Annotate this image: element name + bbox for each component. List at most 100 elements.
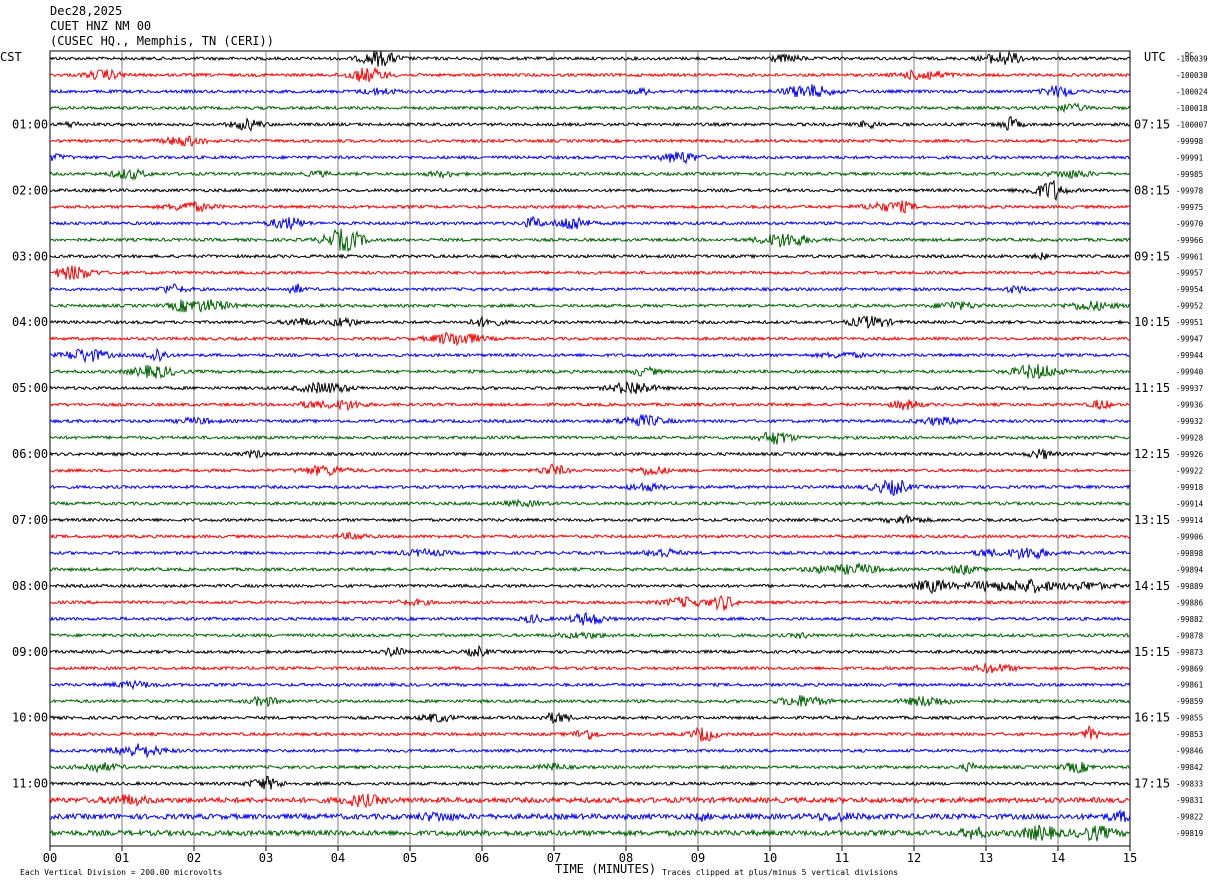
dc-offset-label: -99894 xyxy=(1176,565,1204,574)
dc-offset-label: -99855 xyxy=(1176,714,1203,723)
seismic-trace xyxy=(49,594,1131,611)
dc-offset-label: -99889 xyxy=(1176,582,1203,591)
seismic-trace xyxy=(49,611,1131,626)
seismic-trace xyxy=(49,215,1131,231)
seismic-trace xyxy=(49,347,1131,364)
x-tick-label: 03 xyxy=(259,851,273,865)
dc-offset-label: -100024 xyxy=(1176,87,1208,96)
seismic-trace xyxy=(49,532,1131,541)
dc-offset-label: -99926 xyxy=(1176,450,1204,459)
dc-offset-label: -100030 xyxy=(1176,71,1208,80)
utc-hour-label: 09:15 xyxy=(1134,249,1170,263)
dc-offset-label: -99822 xyxy=(1176,813,1203,822)
seismic-trace xyxy=(49,168,1131,181)
utc-hour-label: 11:15 xyxy=(1134,381,1170,395)
x-tick-label: 01 xyxy=(115,851,129,865)
grid xyxy=(49,50,1131,851)
scale-note: Each Vertical Division = 200.00 microvol… xyxy=(20,868,222,877)
dc-offset-label: -99957 xyxy=(1176,269,1203,278)
seismic-trace xyxy=(49,793,1131,809)
x-tick-label: 11 xyxy=(835,851,849,865)
date-label: Dec28,2025 xyxy=(50,4,123,18)
seismic-trace xyxy=(49,399,1131,412)
dc-offset-label: -99940 xyxy=(1176,368,1204,377)
seismic-trace xyxy=(49,135,1130,148)
dc-offset-label: -99975 xyxy=(1176,203,1203,212)
seismic-trace xyxy=(49,283,1131,295)
seismic-trace xyxy=(49,644,1131,658)
dc-offset-label: -99861 xyxy=(1176,681,1203,690)
seismic-trace xyxy=(49,711,1131,724)
seismic-trace xyxy=(49,479,1131,497)
seismic-trace xyxy=(49,561,1131,576)
seismic-trace xyxy=(49,447,1131,460)
seismic-trace xyxy=(49,413,1131,427)
seismic-trace xyxy=(49,102,1131,114)
dc-offset-label: -99998 xyxy=(1176,137,1204,146)
dc-offset-label: -99831 xyxy=(1176,796,1203,805)
seismic-trace xyxy=(49,662,1131,674)
dc-offset-label: -99873 xyxy=(1176,648,1203,657)
seismic-trace xyxy=(49,331,1131,347)
dc-offset-label: -99922 xyxy=(1176,467,1203,476)
dc-offset-label: -100018 xyxy=(1176,104,1208,113)
traces xyxy=(49,50,1131,842)
seismic-trace xyxy=(49,315,1131,329)
x-tick-label: 12 xyxy=(907,851,921,865)
x-tick-label: 06 xyxy=(475,851,489,865)
dc-offset-label: -99936 xyxy=(1176,401,1204,410)
cst-hour-label: 05:00 xyxy=(12,381,48,395)
utc-hour-label: 13:15 xyxy=(1134,513,1170,527)
cst-hour-label: 04:00 xyxy=(12,315,48,329)
dc-offset-label: -99878 xyxy=(1176,631,1204,640)
dc-offset-label: -99918 xyxy=(1176,483,1204,492)
seismic-trace xyxy=(49,824,1130,842)
dc-offset-label: -99928 xyxy=(1176,434,1204,443)
dc-label: DC xyxy=(1185,51,1193,59)
dc-offset-label: -99978 xyxy=(1176,186,1204,195)
cst-hour-label: 08:00 xyxy=(12,579,48,593)
cst-hour-label: 01:00 xyxy=(12,117,48,131)
seismic-trace xyxy=(49,180,1131,202)
x-tick-label: 08 xyxy=(619,851,633,865)
dc-offset-label: -99906 xyxy=(1176,532,1204,541)
utc-hour-label: 08:15 xyxy=(1134,183,1170,197)
dc-offset-label: -99937 xyxy=(1176,384,1203,393)
dc-offset-label: -99833 xyxy=(1176,780,1203,789)
dc-offset-label: -99882 xyxy=(1176,615,1203,624)
dc-offset-label: -99853 xyxy=(1176,730,1203,739)
x-tick-label: 14 xyxy=(1051,851,1065,865)
seismic-trace xyxy=(49,380,1131,395)
seismic-trace xyxy=(49,761,1131,774)
cst-hour-label: 10:00 xyxy=(12,711,48,725)
dc-offset-label: -99859 xyxy=(1176,697,1203,706)
dc-offset-label: -99842 xyxy=(1176,763,1203,772)
seismic-trace xyxy=(49,200,1131,214)
dc-offset-label: -99898 xyxy=(1176,549,1204,558)
utc-axis-title: UTC xyxy=(1144,50,1166,64)
x-tick-label: 07 xyxy=(547,851,561,865)
seismic-trace xyxy=(49,498,1131,509)
cst-hour-label: 09:00 xyxy=(12,645,48,659)
x-tick-label: 10 xyxy=(763,851,777,865)
x-axis-title: TIME (MINUTES) xyxy=(555,862,656,876)
seismic-trace xyxy=(49,151,1131,165)
seismic-trace xyxy=(49,547,1131,561)
dc-offset-label: -99914 xyxy=(1176,499,1204,508)
seismic-trace xyxy=(49,679,1131,691)
x-tick-label: 05 xyxy=(403,851,417,865)
dc-offset-label: -99954 xyxy=(1176,285,1204,294)
x-tick-label: 15 xyxy=(1123,851,1137,865)
seismic-trace xyxy=(49,775,1131,790)
seismic-trace xyxy=(49,513,1131,525)
x-tick-label: 13 xyxy=(979,851,993,865)
dc-offset-label: -100007 xyxy=(1176,120,1208,129)
seismic-trace xyxy=(49,84,1131,98)
axis-labels: 00 01 02 03 04 05 06 07 08 09 10 11 12 13 14 15 -100039 -… xyxy=(0,50,1208,877)
location-label: (CUSEC HQ., Memphis, TN (CERI)) xyxy=(50,34,274,48)
seismic-trace xyxy=(49,695,1131,708)
dc-offset-label: -99932 xyxy=(1176,417,1203,426)
seismic-trace xyxy=(49,809,1131,823)
utc-hour-label: 07:15 xyxy=(1134,117,1170,131)
